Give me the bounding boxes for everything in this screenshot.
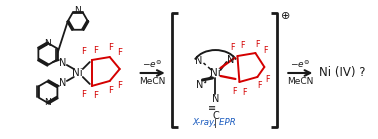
- Text: Ni (IV) ?: Ni (IV) ?: [319, 66, 366, 80]
- Text: $-e^{\ominus}$: $-e^{\ominus}$: [290, 58, 310, 70]
- Text: F: F: [263, 46, 268, 54]
- Text: MeCN: MeCN: [139, 77, 166, 86]
- Text: F: F: [108, 86, 113, 95]
- Text: ≡: ≡: [208, 103, 217, 113]
- Text: F: F: [257, 81, 262, 90]
- Text: F: F: [117, 48, 122, 57]
- Text: N: N: [227, 55, 234, 65]
- Text: F: F: [117, 81, 122, 90]
- Text: F: F: [108, 43, 113, 52]
- Text: Ni: Ni: [73, 68, 83, 78]
- Text: F: F: [93, 46, 98, 54]
- Text: N: N: [59, 58, 67, 68]
- Text: F: F: [255, 40, 260, 49]
- Text: ⊕: ⊕: [281, 11, 291, 21]
- Text: C: C: [212, 111, 219, 121]
- Text: F: F: [81, 90, 86, 99]
- Text: F: F: [232, 87, 237, 96]
- Text: N: N: [212, 94, 219, 104]
- Text: |: |: [214, 119, 217, 128]
- Text: F: F: [240, 41, 245, 50]
- Text: N: N: [196, 80, 203, 90]
- Text: F: F: [93, 91, 98, 100]
- Text: $-e^{\ominus}$: $-e^{\ominus}$: [143, 58, 163, 70]
- Text: N: N: [45, 39, 51, 48]
- Text: N: N: [45, 98, 51, 107]
- Text: F: F: [81, 47, 86, 56]
- Text: Ni: Ni: [210, 68, 221, 78]
- Text: F: F: [242, 88, 247, 97]
- Text: N: N: [74, 6, 81, 15]
- Text: F: F: [265, 75, 270, 85]
- Text: N: N: [59, 78, 67, 88]
- Text: N: N: [195, 56, 202, 66]
- Text: MeCN: MeCN: [287, 77, 313, 86]
- Text: F: F: [230, 43, 235, 52]
- Text: X-ray, EPR: X-ray, EPR: [192, 118, 236, 127]
